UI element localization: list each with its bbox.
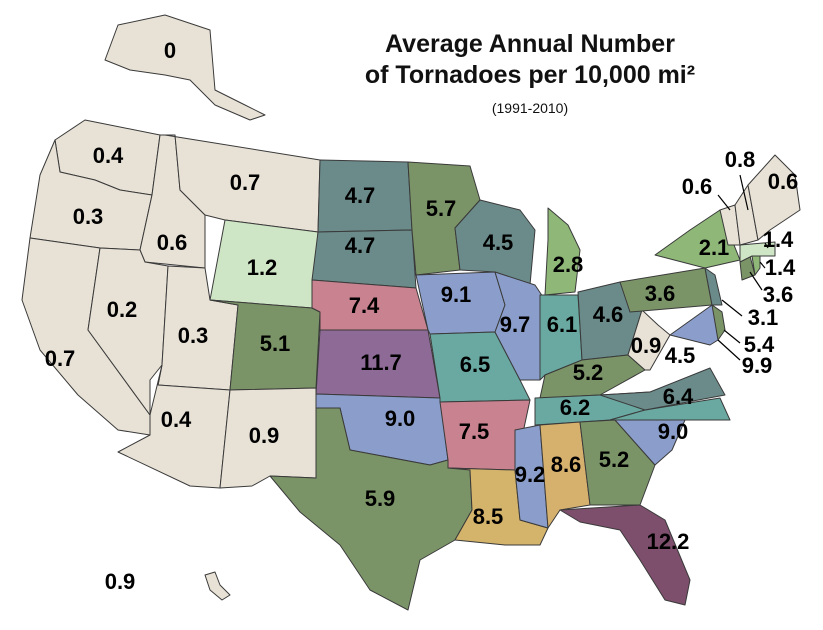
state-value-sd: 4.7 bbox=[345, 233, 376, 258]
state-value-va: 4.5 bbox=[665, 343, 696, 368]
leader-line-vt bbox=[717, 194, 731, 211]
state-value-ga: 5.2 bbox=[599, 447, 630, 472]
state-value-mo: 6.5 bbox=[460, 352, 491, 377]
state-value-pa: 3.6 bbox=[645, 281, 676, 306]
state-value-nj: 3.1 bbox=[748, 305, 779, 330]
leader-line-ma bbox=[764, 242, 769, 249]
state-value-ak: 0 bbox=[164, 38, 176, 63]
leader-line-ct bbox=[749, 271, 763, 291]
state-ms bbox=[514, 424, 549, 529]
state-il bbox=[494, 271, 546, 381]
state-value-ok: 9.0 bbox=[385, 406, 416, 431]
state-value-co: 5.1 bbox=[260, 331, 291, 356]
state-value-ut: 0.3 bbox=[178, 323, 209, 348]
state-value-ny: 2.1 bbox=[699, 235, 730, 260]
state-value-la: 8.5 bbox=[473, 504, 504, 529]
state-value-ar: 7.5 bbox=[459, 419, 490, 444]
state-value-ky: 5.2 bbox=[573, 360, 604, 385]
state-tx bbox=[269, 407, 473, 611]
state-value-tn: 6.2 bbox=[560, 395, 591, 420]
leader-line-nh bbox=[739, 174, 749, 211]
state-mi bbox=[544, 207, 581, 296]
state-value-or: 0.3 bbox=[73, 204, 104, 229]
state-value-ks: 11.7 bbox=[360, 350, 402, 375]
state-value-nh: 0.8 bbox=[725, 147, 756, 172]
state-value-nv: 0.2 bbox=[107, 297, 138, 322]
state-de bbox=[711, 304, 726, 341]
state-value-ca: 0.7 bbox=[45, 346, 76, 371]
state-value-id: 0.6 bbox=[157, 230, 188, 255]
state-value-az: 0.4 bbox=[161, 407, 192, 432]
state-ak bbox=[104, 14, 266, 121]
state-value-nd: 4.7 bbox=[345, 183, 376, 208]
state-value-ia: 9.1 bbox=[441, 282, 472, 307]
leader-line-nj bbox=[721, 299, 743, 317]
state-value-ct: 3.6 bbox=[763, 282, 794, 307]
state-value-ms: 9.2 bbox=[515, 462, 546, 487]
state-value-tx: 5.9 bbox=[365, 486, 396, 511]
state-value-md: 9.9 bbox=[742, 353, 773, 378]
state-value-de: 5.4 bbox=[744, 332, 775, 357]
state-value-nc: 6.4 bbox=[663, 384, 694, 409]
state-value-wv: 0.9 bbox=[631, 333, 662, 358]
state-value-fl: 12.2 bbox=[647, 529, 690, 554]
state-value-wa: 0.4 bbox=[93, 143, 124, 168]
state-value-mn: 5.7 bbox=[426, 196, 457, 221]
state-value-hi: 0.9 bbox=[105, 569, 136, 594]
state-value-il: 9.7 bbox=[500, 312, 531, 337]
state-value-sc: 9.0 bbox=[658, 419, 689, 444]
state-value-wi: 4.5 bbox=[483, 230, 514, 255]
state-value-in: 6.1 bbox=[547, 312, 578, 337]
map-title-line2: of Tornadoes per 10,000 mi² bbox=[364, 61, 696, 89]
state-value-vt: 0.6 bbox=[682, 174, 713, 199]
state-hi bbox=[204, 571, 231, 601]
state-va bbox=[599, 367, 726, 411]
leader-line-ri bbox=[759, 261, 766, 269]
map-period: (1991-2010) bbox=[491, 100, 569, 116]
state-value-nm: 0.9 bbox=[249, 423, 280, 448]
state-value-al: 8.6 bbox=[551, 452, 582, 477]
state-value-mi: 2.8 bbox=[553, 252, 584, 277]
state-value-ma: 1.4 bbox=[763, 227, 794, 252]
leader-line-de bbox=[723, 329, 741, 344]
state-ga bbox=[579, 419, 656, 506]
state-nj bbox=[704, 267, 723, 306]
state-al bbox=[539, 421, 591, 529]
state-ma bbox=[739, 241, 776, 263]
state-value-me: 0.6 bbox=[768, 169, 799, 194]
map-title-line1: Average Annual Number bbox=[385, 30, 675, 58]
state-value-ri: 1.4 bbox=[765, 255, 796, 280]
state-value-oh: 4.6 bbox=[593, 302, 624, 327]
state-me bbox=[747, 154, 801, 241]
state-fl bbox=[559, 504, 691, 606]
state-value-mt: 0.7 bbox=[230, 170, 261, 195]
state-wi bbox=[454, 199, 536, 286]
state-nc bbox=[609, 397, 731, 421]
leader-line-md bbox=[717, 339, 741, 361]
state-value-ne: 7.4 bbox=[349, 293, 380, 318]
state-value-wy: 1.2 bbox=[247, 255, 278, 280]
